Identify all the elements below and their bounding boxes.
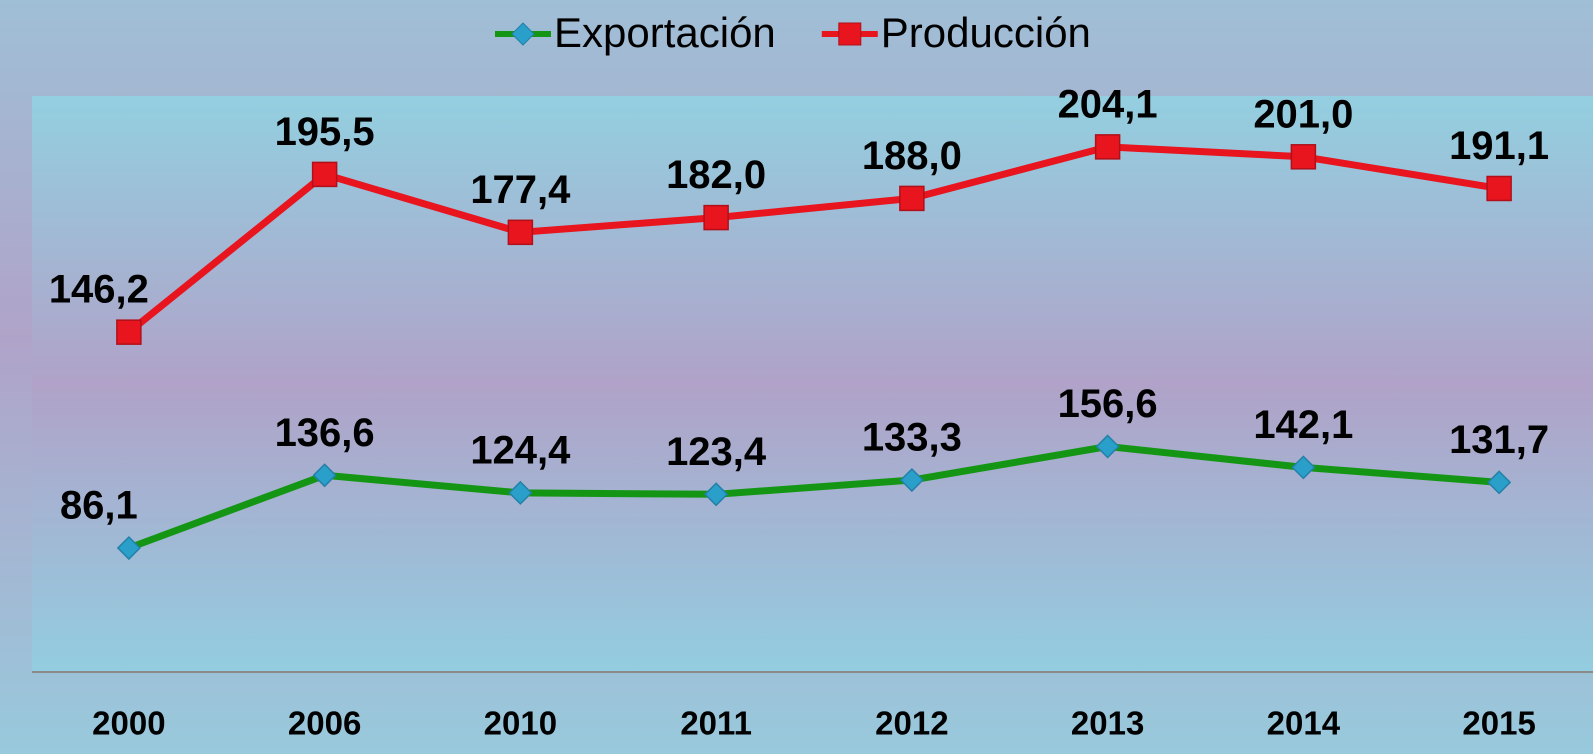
series-line (126, 143, 1500, 335)
data-label: 195,5 (275, 110, 375, 154)
marker (899, 467, 924, 493)
data-label: 191,1 (1449, 124, 1549, 168)
marker (507, 219, 534, 246)
marker (116, 535, 141, 561)
plot-area (32, 96, 1593, 672)
marker (704, 482, 729, 507)
x-tick-label: 2013 (1071, 705, 1144, 742)
data-label: 142,1 (1253, 403, 1353, 447)
marker (508, 480, 533, 505)
marker (311, 161, 338, 188)
legend-marker (838, 22, 862, 46)
data-label: 124,4 (470, 428, 571, 472)
marker (1486, 175, 1512, 202)
data-label: 204,1 (1058, 82, 1158, 126)
data-label: 201,0 (1253, 92, 1353, 136)
data-label: 136,6 (275, 411, 375, 455)
legend-marker (511, 22, 535, 46)
marker (1487, 470, 1512, 495)
data-label: 177,4 (470, 168, 571, 212)
x-tick-label: 2014 (1267, 705, 1341, 742)
marker (1094, 134, 1121, 160)
x-tick-label: 2012 (875, 705, 948, 742)
marker (899, 185, 925, 212)
x-tick-label: 2000 (92, 705, 165, 742)
marker (1290, 144, 1317, 170)
marker (116, 319, 142, 345)
data-label: 156,6 (1058, 382, 1158, 426)
data-label: 131,7 (1449, 418, 1549, 462)
marker (312, 463, 337, 488)
data-label: 123,4 (666, 430, 767, 474)
data-label: 188,0 (862, 134, 962, 178)
marker (703, 204, 729, 231)
data-label: 182,0 (666, 153, 766, 197)
data-label: 133,3 (862, 416, 962, 460)
x-tick-label: 2010 (484, 705, 557, 742)
marker (1291, 455, 1316, 480)
data-label: 146,2 (49, 268, 149, 312)
legend-label: Exportación (554, 9, 776, 56)
series-line (127, 442, 1500, 552)
legend-label: Producción (881, 9, 1091, 56)
marker (1095, 434, 1120, 459)
x-tick-label: 2011 (680, 705, 752, 742)
x-tick-label: 2015 (1462, 705, 1535, 742)
x-tick-label: 2006 (288, 705, 361, 742)
data-label: 86,1 (60, 484, 138, 528)
